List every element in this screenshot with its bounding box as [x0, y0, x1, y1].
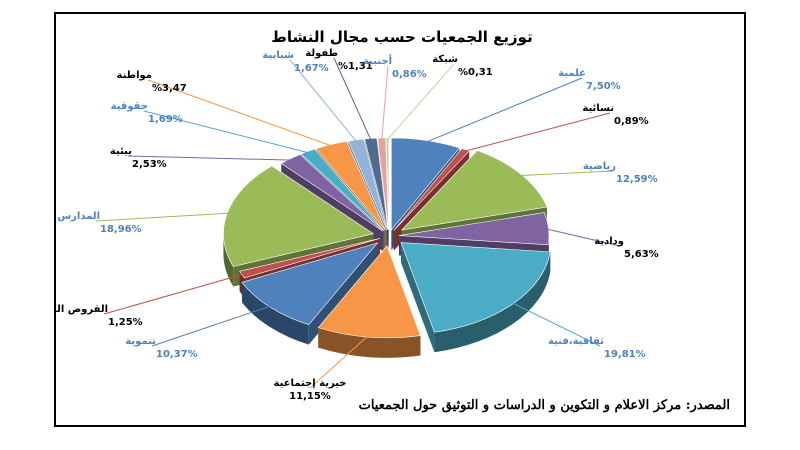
- leader-line-5: [510, 301, 601, 347]
- slice-value-15: 0,86%: [392, 69, 427, 80]
- slice-name-11: حقوقية: [111, 101, 148, 112]
- slice-name-4: ودادية: [594, 236, 624, 247]
- slice-rim-6: [318, 327, 421, 358]
- slice-value-16: %0,31: [458, 67, 493, 78]
- slice-name-13: شبابية: [262, 50, 294, 61]
- slice-rim-7: [241, 282, 309, 345]
- slice-value-3: 12,59%: [616, 174, 658, 185]
- leader-line-14: [333, 57, 372, 141]
- slice-top-4: [398, 212, 550, 246]
- source-note: المصدر: مركز الاعلام و التكوين و الدراسا…: [358, 398, 730, 413]
- slice-name-1: علمية: [558, 68, 586, 79]
- slice-rim-9: [223, 233, 234, 287]
- slice-value-14: %1,31: [338, 61, 373, 72]
- slice-name-6: خيرية إجتماعية: [274, 378, 347, 389]
- slice-name-15: أجنبية: [363, 54, 392, 67]
- leader-line-12: [147, 79, 333, 147]
- leader-line-2: [464, 112, 611, 152]
- slice-name-2: نسائية: [582, 103, 614, 114]
- leader-line-16: [387, 63, 455, 140]
- slice-top-10: [280, 154, 384, 232]
- slice-top-7: [241, 242, 379, 326]
- slice-value-5: 19,81%: [604, 349, 646, 360]
- leader-line-8: [103, 273, 245, 315]
- slice-value-10: 2,53%: [132, 159, 167, 170]
- leader-line-1: [425, 77, 583, 143]
- leader-line-3: [518, 170, 613, 177]
- slice-name-9: المدارس: [57, 211, 100, 222]
- slice-top-2: [393, 148, 470, 231]
- leader-line-4: [545, 228, 621, 247]
- slice-name-3: رياضية: [583, 161, 616, 172]
- leader-line-11: [143, 110, 310, 154]
- slice-value-6: 11,15%: [289, 391, 331, 402]
- slice-top-1: [391, 137, 460, 231]
- leader-line-9: [95, 212, 231, 222]
- slice-value-13: 1,67%: [294, 63, 329, 74]
- slice-top-6: [317, 245, 421, 339]
- slice-wall-5-2: [400, 242, 435, 353]
- slice-value-1: 7,50%: [586, 81, 621, 92]
- leader-line-7: [151, 305, 273, 347]
- chart-frame: توزيع الجمعيات حسب مجال النشاط علمية 7,50…: [54, 12, 746, 427]
- slice-value-9: 18,96%: [100, 224, 142, 235]
- slice-rim-5: [434, 251, 551, 353]
- pie-slice-5: [400, 242, 551, 353]
- slice-value-8: 1,25%: [108, 317, 143, 328]
- slice-top-3: [400, 150, 548, 231]
- slice-name-7: تنموية: [125, 336, 156, 347]
- slice-name-12: مواطنة: [117, 70, 152, 81]
- leader-line-6: [309, 334, 369, 389]
- slice-name-16: شبكة: [432, 54, 458, 65]
- slice-top-11: [300, 148, 385, 231]
- leader-line-10: [127, 155, 293, 161]
- leader-line-15: [381, 65, 389, 140]
- slice-value-2: 0,89%: [614, 116, 649, 127]
- slice-value-11: 1,69%: [148, 114, 183, 125]
- slice-name-10: بيئية: [110, 146, 132, 157]
- slice-top-13: [347, 138, 388, 231]
- slice-top-9: [223, 165, 375, 267]
- pie-slice-6: [317, 245, 421, 358]
- slice-top-12: [315, 140, 386, 231]
- slice-value-7: 10,37%: [156, 349, 198, 360]
- slice-value-4: 5,63%: [624, 249, 659, 260]
- slice-name-5: ثقافية،فنية: [548, 336, 604, 347]
- leader-line-13: [289, 59, 357, 143]
- chart-title: توزيع الجمعيات حسب مجال النشاط: [271, 28, 533, 46]
- slice-name-8: القروض الصغيرة: [56, 304, 108, 315]
- slice-name-14: طفولة: [305, 48, 338, 59]
- slice-value-12: %3,47: [152, 83, 187, 94]
